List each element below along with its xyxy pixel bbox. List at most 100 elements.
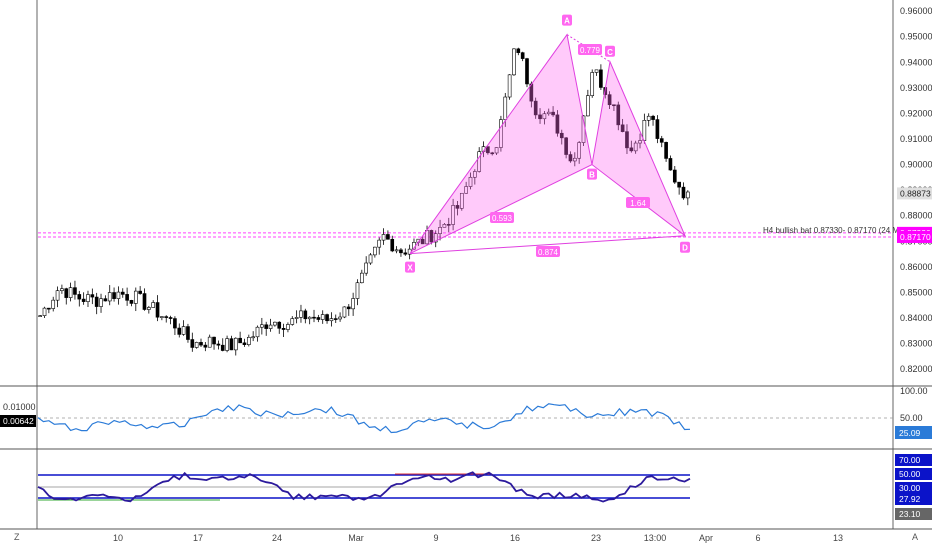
candle-body (168, 317, 173, 319)
candle-body (107, 292, 112, 302)
osc-left-badge (0, 415, 36, 427)
candle-body (264, 324, 269, 329)
candle-body (612, 104, 616, 107)
pattern-line-xd (409, 235, 686, 255)
x-tick-label: 23 (591, 533, 601, 543)
osc-value-badge (895, 426, 932, 439)
candle-body (559, 132, 564, 139)
rsi-level-badge-label: 30.00 (899, 483, 921, 493)
candle-body (629, 147, 634, 152)
candle-body (686, 191, 690, 199)
x-tick-label: Mar (348, 533, 364, 543)
ratio-badge (626, 197, 650, 208)
candle-body (177, 327, 182, 335)
candle-body (464, 186, 468, 194)
price-badge-label: 0.87170 (900, 232, 931, 242)
candle-body (377, 239, 382, 248)
candle-body (538, 114, 542, 120)
y-tick-label: 0.91000 (900, 134, 932, 144)
pattern-point-badge (680, 241, 690, 253)
candle-body (551, 111, 555, 116)
pattern-triangle-xab (409, 33, 593, 255)
candle-body (586, 95, 590, 117)
candle-body (38, 315, 42, 317)
candle-body (355, 282, 360, 299)
candle-body (677, 181, 681, 188)
ratio-label: 0.779 (580, 46, 601, 55)
candle-body (625, 131, 629, 149)
osc-left-badge-label: 0.00642 (3, 416, 34, 426)
candle-body (207, 336, 212, 348)
candle-body (220, 344, 225, 351)
ratio-badge (490, 212, 514, 223)
candle-body (455, 205, 460, 209)
candle-body (103, 298, 108, 302)
candle-body (151, 302, 156, 308)
candle-body (403, 252, 408, 255)
ratio-label: 0.874 (538, 248, 559, 257)
candle-body (386, 234, 390, 240)
candle-body (446, 224, 451, 226)
candle-body (373, 246, 377, 256)
candle-body (299, 310, 303, 318)
candle-body (672, 169, 677, 183)
candle-body (616, 104, 621, 126)
candle-body (429, 230, 434, 243)
candle-body (294, 317, 299, 319)
candle-body (459, 192, 464, 209)
candle-body (607, 94, 612, 106)
candle-body (42, 307, 47, 316)
candle-body (620, 124, 625, 132)
candle-body (55, 290, 60, 301)
x-tick-label: 24 (272, 533, 282, 543)
candle-body (68, 287, 73, 298)
candle-body (329, 318, 334, 322)
candle-body (225, 338, 229, 351)
candle-body (147, 307, 151, 310)
y-tick-label: 0.94000 (900, 57, 932, 67)
corner-label-left[interactable]: Z (14, 532, 20, 542)
x-tick-label: 13 (833, 533, 843, 543)
x-tick-label: 10 (113, 533, 123, 543)
ratio-label: 1.64 (630, 199, 646, 208)
candle-body (94, 296, 99, 307)
corner-label-right[interactable]: A (912, 532, 918, 542)
candle-body (281, 328, 286, 330)
candle-body (325, 314, 329, 322)
candle-body (346, 306, 351, 310)
price-badge-label: 0.88873 (900, 188, 931, 198)
candle-body (333, 318, 338, 320)
main-price-panel: 0.96000 0.95000 0.94000 0.93000 0.92000 0.910… (38, 6, 932, 374)
candle-body (499, 119, 503, 148)
candle-body (360, 272, 364, 284)
candle-body (520, 52, 525, 59)
candle-body (438, 227, 442, 234)
candle-body (255, 326, 260, 338)
candle-body (260, 324, 264, 328)
x-tick-label: 13:00 (644, 533, 667, 543)
rsi-value-badge-label: 23.10 (899, 509, 921, 519)
candle-body (642, 120, 647, 141)
ratio-badge (536, 246, 560, 257)
rsi-level-badge-label: 70.00 (899, 455, 921, 465)
candle-body (277, 321, 282, 329)
candle-body (229, 338, 234, 351)
pattern-point-label: C (607, 48, 613, 57)
candle-body (390, 238, 395, 252)
candle-body (516, 48, 521, 53)
x-tick-label: 17 (193, 533, 203, 543)
candle-body (199, 342, 203, 346)
candle-body (542, 113, 547, 120)
y-tick-label: 0.84000 (900, 313, 932, 323)
candle-body (338, 316, 342, 320)
rsi-level-badge-label: 50.00 (899, 469, 921, 479)
rsi-value-badge-label: 27.92 (899, 494, 921, 504)
candle-body (468, 176, 473, 187)
rsi-level-badge (895, 454, 932, 466)
candle-body (242, 342, 247, 345)
y-tick-label: 0.90000 (900, 160, 932, 170)
candle-body (307, 316, 312, 320)
candle-body (351, 298, 355, 310)
candle-body (194, 342, 199, 348)
